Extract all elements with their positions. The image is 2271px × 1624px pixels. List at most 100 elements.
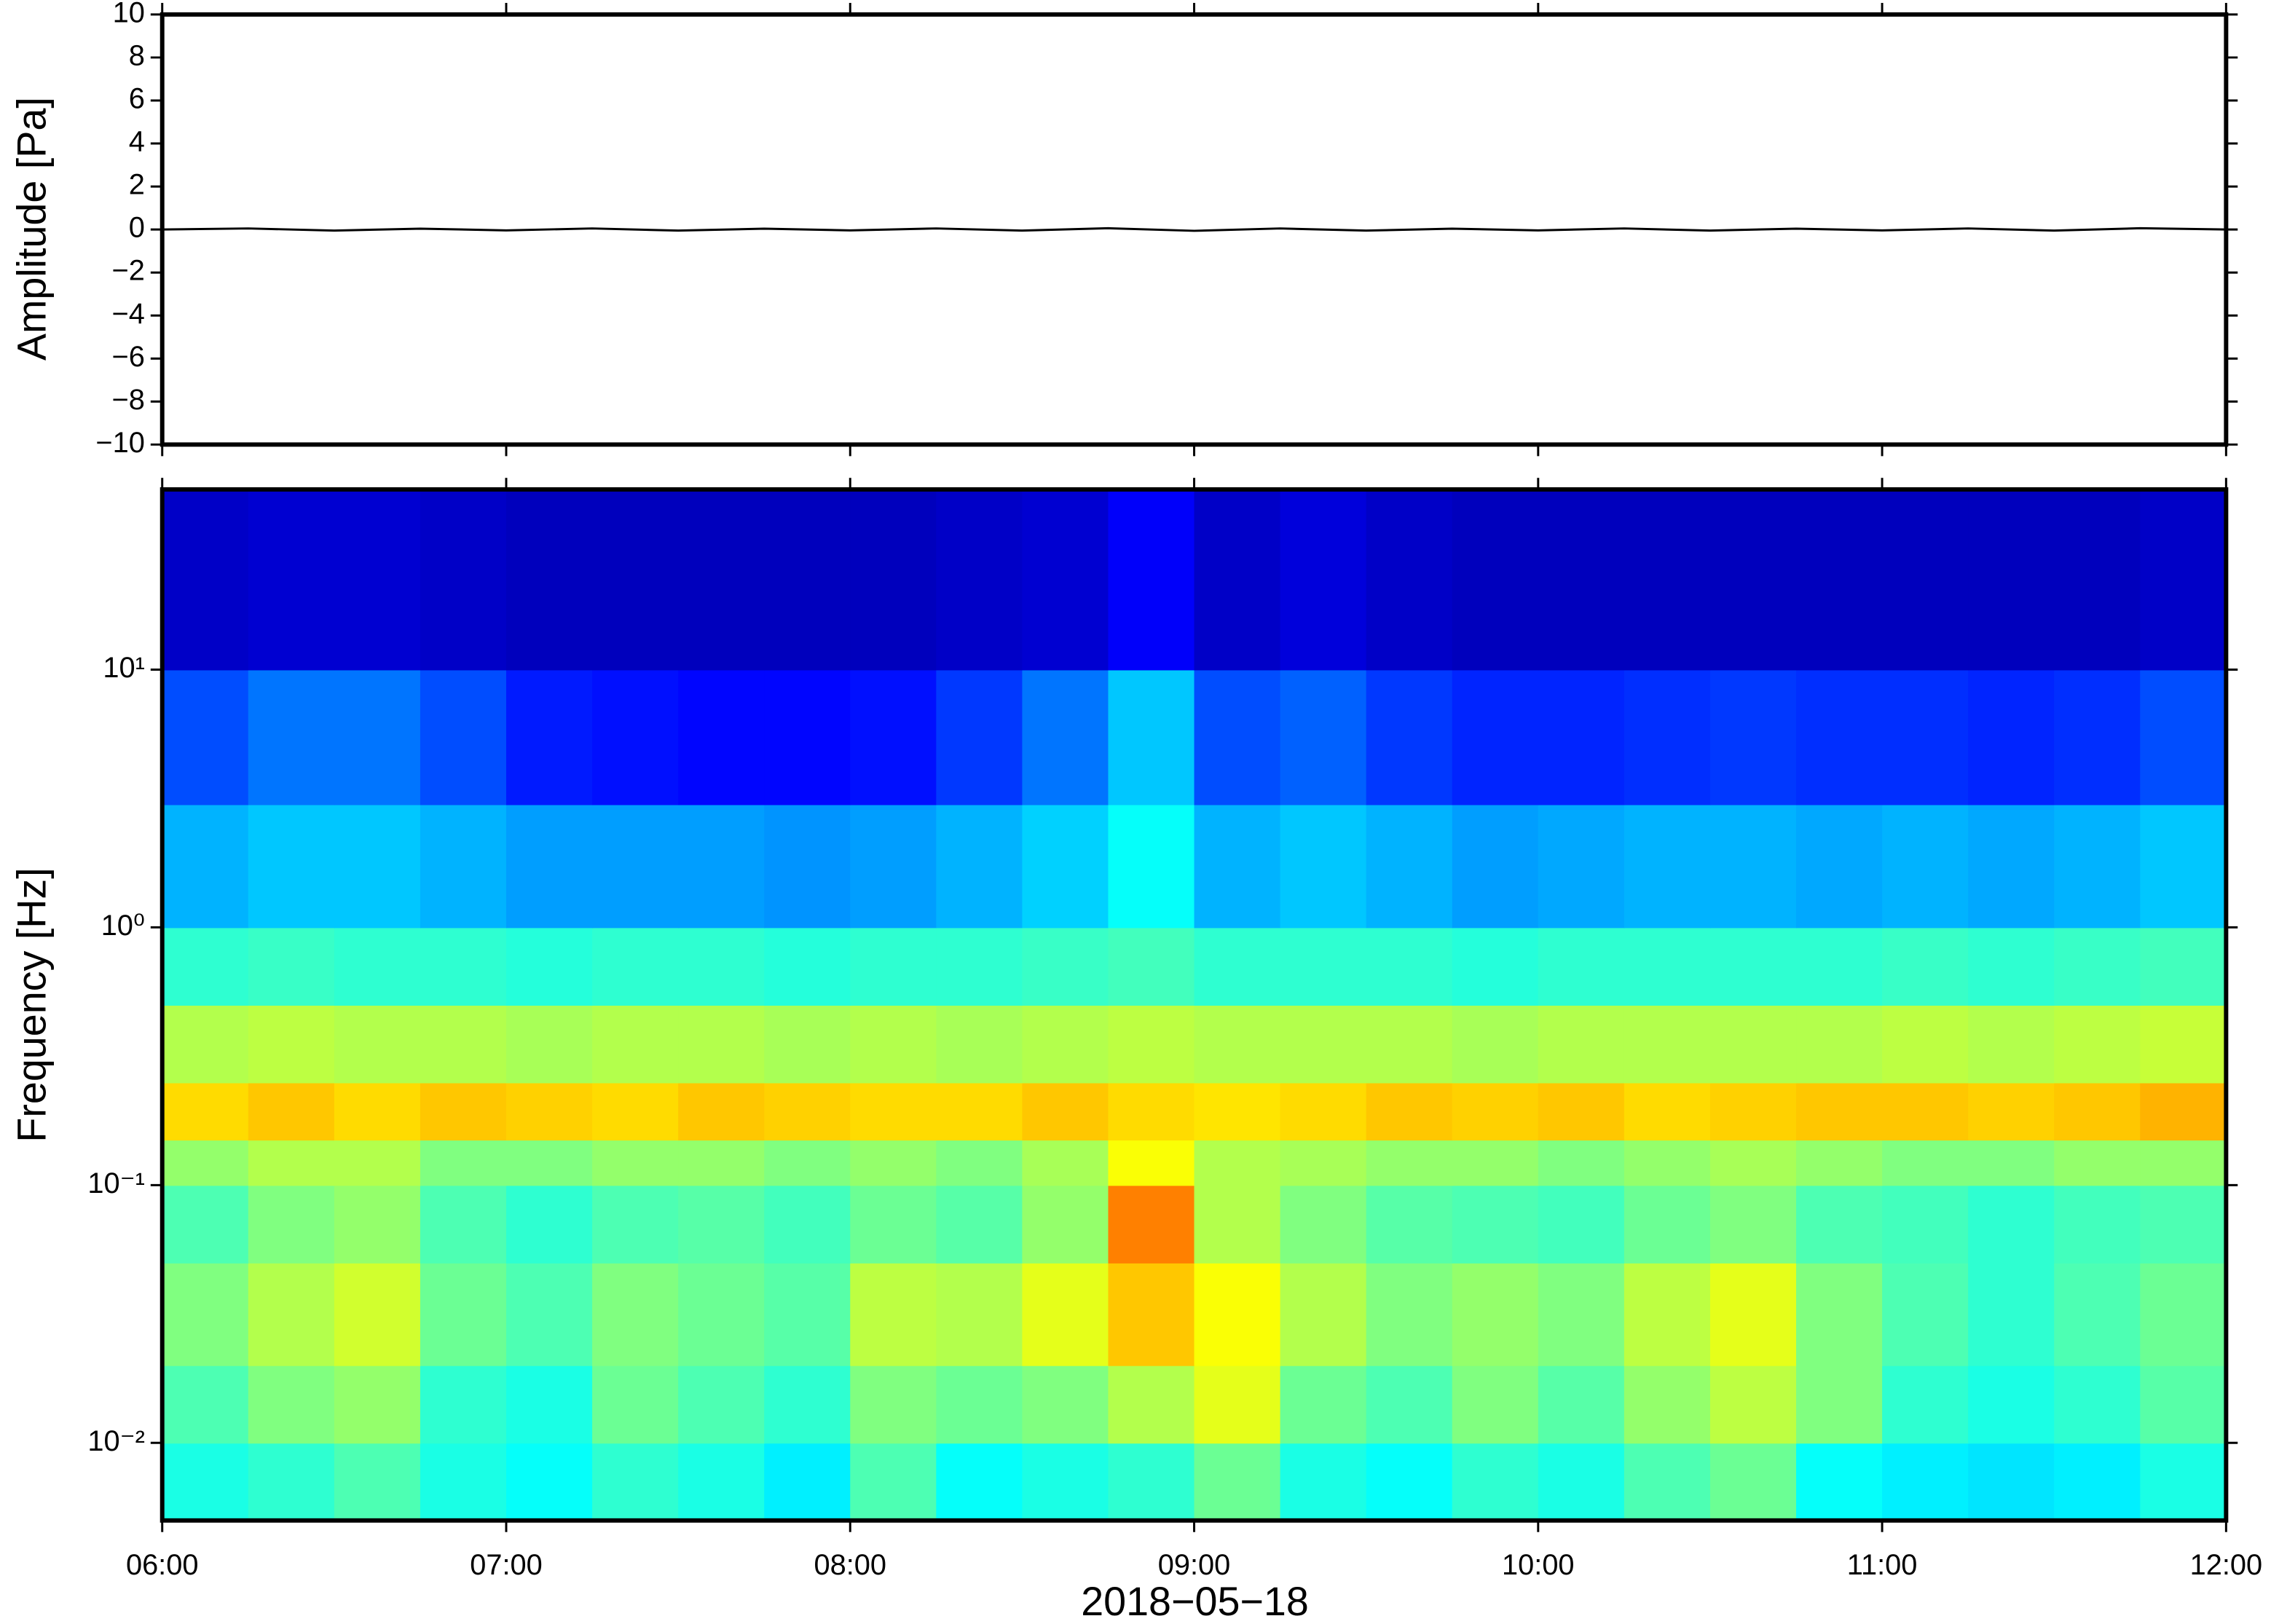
spectrogram-cell	[162, 489, 249, 671]
spectrogram-cell	[1538, 1082, 1625, 1141]
spectrogram-cell	[2140, 489, 2227, 671]
spectrogram-cell	[248, 669, 335, 805]
spectrogram-cell	[678, 669, 765, 805]
spectrogram-cell	[1022, 1140, 1109, 1186]
x-tick-label: 07:00	[470, 1549, 542, 1581]
y-axis-label: Frequency [Hz]	[9, 867, 54, 1142]
spectrogram-cell	[1194, 1262, 1281, 1366]
spectrogram-cell	[678, 489, 765, 671]
spectrogram-cell	[1968, 1443, 2055, 1521]
spectrogram-cell	[1623, 669, 1711, 805]
spectrogram-cell	[1882, 1443, 1969, 1521]
spectrogram-cell	[936, 1004, 1023, 1084]
spectrogram-cell	[1108, 1185, 1195, 1264]
spectrogram-cell	[1452, 669, 1539, 805]
spectrogram-cell	[1108, 1443, 1195, 1521]
waveform	[162, 226, 2227, 232]
spectrogram-cell	[850, 1365, 937, 1444]
spectrogram-cell	[505, 669, 594, 805]
spectrogram-cell	[1280, 1082, 1367, 1141]
spectrogram-cell	[1280, 804, 1367, 929]
y-tick-label: −4	[112, 298, 145, 330]
spectrogram-cell	[1280, 1004, 1367, 1084]
spectrogram-cell	[1366, 1262, 1453, 1366]
spectrogram-cell	[1194, 1185, 1281, 1264]
spectrogram-cell	[1108, 489, 1195, 671]
spectrogram-cell	[1882, 1140, 1969, 1186]
spectrogram-cell	[248, 1185, 335, 1264]
spectrogram-cell	[1882, 927, 1969, 1006]
spectrogram-cell	[1882, 1365, 1969, 1444]
y-tick-label: 10¹	[103, 652, 144, 684]
spectrogram-cell	[936, 489, 1023, 671]
spectrogram-cell	[1194, 1004, 1281, 1084]
spectrogram-cell	[764, 1262, 851, 1366]
spectrogram-cell	[1452, 927, 1539, 1006]
spectrogram-cell	[936, 927, 1023, 1006]
y-tick-label: 10⁻²	[87, 1425, 144, 1457]
spectrogram-cell	[936, 1140, 1023, 1186]
x-tick-label: 12:00	[2190, 1549, 2262, 1581]
spectrogram-cell	[2054, 1262, 2141, 1366]
spectrogram-cell	[592, 1082, 680, 1141]
spectrogram-cell	[334, 1185, 421, 1264]
spectrogram-cell	[1108, 1365, 1195, 1444]
spectrogram-cell	[1452, 804, 1539, 929]
spectrogram-cell	[505, 804, 594, 929]
spectrogram-cell	[592, 489, 680, 671]
spectrogram-cell	[592, 1443, 680, 1521]
spectrogram-cell	[1538, 927, 1625, 1006]
spectrogram-cell	[764, 669, 851, 805]
spectrogram-cell	[1452, 1185, 1539, 1264]
spectrogram-cell	[1709, 669, 1798, 805]
spectrogram-cell	[764, 804, 851, 929]
spectrogram-cell	[936, 1443, 1023, 1521]
spectrogram-cell	[1709, 804, 1798, 929]
spectrogram-cell	[1538, 1140, 1625, 1186]
spectrogram-cell	[592, 1262, 680, 1366]
spectrogram-cell	[420, 1185, 507, 1264]
spectrogram-cell	[2140, 1262, 2227, 1366]
spectrogram-cell	[678, 1140, 765, 1186]
spectrogram-cell	[1882, 804, 1969, 929]
spectrogram-cell	[334, 1443, 421, 1521]
spectrogram-cell	[1108, 669, 1195, 805]
spectrogram-cell	[1022, 1262, 1109, 1366]
spectrogram-cell	[1968, 1004, 2055, 1084]
spectrogram-cell	[1968, 1082, 2055, 1141]
spectrogram-cell	[1796, 1082, 1884, 1141]
spectrogram-cell	[420, 1365, 507, 1444]
spectrogram-cell	[1796, 1004, 1884, 1084]
spectrogram-cell	[1882, 1082, 1969, 1141]
spectrogram-cell	[1366, 669, 1453, 805]
spectrogram-cell	[1194, 1365, 1281, 1444]
spectrogram-cell	[1452, 1004, 1539, 1084]
spectrogram-cell	[1538, 669, 1625, 805]
spectrogram-cell	[592, 1365, 680, 1444]
spectrogram-cell	[248, 1443, 335, 1521]
spectrogram-cell	[592, 669, 680, 805]
spectrogram-cell	[1452, 1140, 1539, 1186]
x-axis-label: 2018−05−18	[1081, 1579, 1309, 1624]
spectrogram-cell	[2054, 927, 2141, 1006]
spectrogram-cell	[1022, 804, 1109, 929]
spectrogram-cell	[2054, 804, 2141, 929]
spectrogram-cell	[678, 927, 765, 1006]
spectrogram-cell	[1796, 669, 1884, 805]
spectrogram-cell	[2140, 927, 2227, 1006]
spectrogram-cell	[1968, 489, 2055, 671]
spectrogram-cell	[162, 927, 249, 1006]
spectrogram-cell	[1796, 1140, 1884, 1186]
spectrogram-cell	[1280, 1365, 1367, 1444]
spectrogram-cell	[420, 669, 507, 805]
spectrogram-cell	[1968, 1140, 2055, 1186]
spectrogram-cell	[1194, 927, 1281, 1006]
spectrogram-cell	[1280, 1262, 1367, 1366]
spectrogram-cell	[1108, 1262, 1195, 1366]
y-tick-label: 10⁰	[101, 910, 145, 942]
spectrogram-cell	[1022, 1365, 1109, 1444]
spectrogram-cell	[505, 1185, 594, 1264]
spectrogram-cell	[162, 804, 249, 929]
spectrogram-cell	[2054, 1082, 2141, 1141]
